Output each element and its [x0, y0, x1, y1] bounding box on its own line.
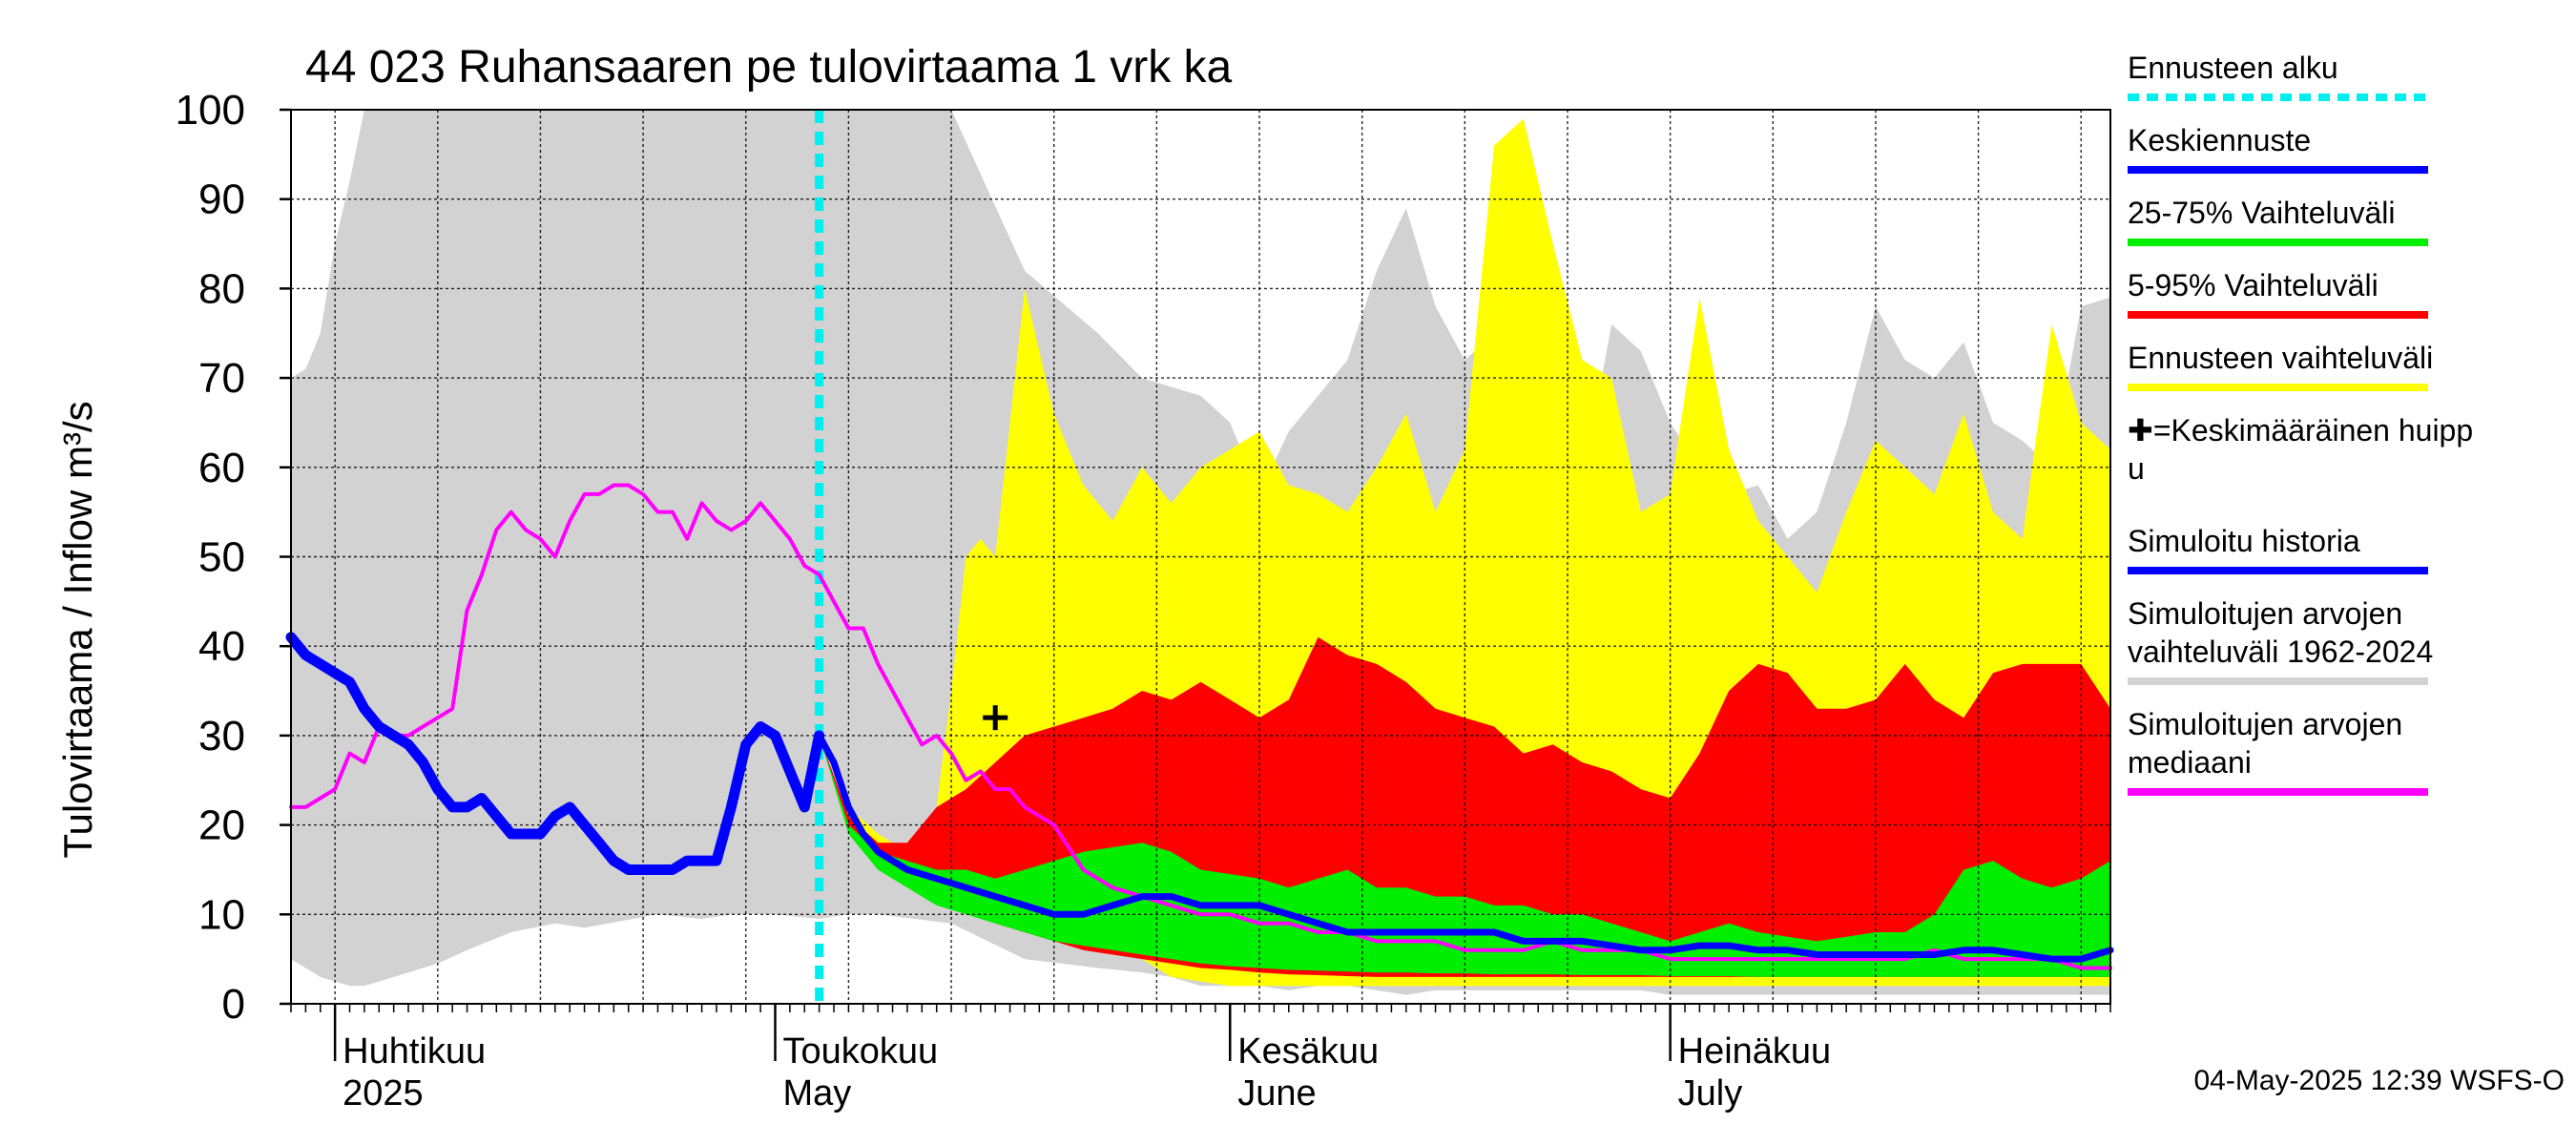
legend-label: Ennusteen alku [2128, 51, 2338, 85]
legend-label: vaihteluväli 1962-2024 [2128, 635, 2433, 669]
y-axis-label: Tulovirtaama / Inflow m³/s [55, 401, 100, 858]
y-tick-label: 0 [222, 981, 245, 1028]
x-month-sublabel: July [1678, 1073, 1743, 1114]
legend-label: Simuloitu historia [2128, 524, 2360, 558]
line-simuloitujen-arvojen-mediaani [289, 483, 2112, 970]
y-tick-label: 100 [176, 87, 245, 134]
x-month-sublabel: June [1237, 1073, 1316, 1114]
band-25-75-vaihteluvali [819, 735, 2110, 977]
legend-label: 25-75% Vaihteluväli [2128, 196, 2395, 230]
y-tick-label: 80 [198, 265, 245, 312]
x-month-sublabel: May [783, 1073, 852, 1114]
line-keskiennuste [816, 732, 2114, 963]
y-tick-label: 40 [198, 623, 245, 670]
x-month-label: Kesäkuu [1237, 1031, 1379, 1072]
y-tick-label: 30 [198, 713, 245, 760]
legend-label: Simuloitujen arvojen [2128, 596, 2402, 631]
y-tick-label: 20 [198, 802, 245, 849]
x-month-label: Heinäkuu [1678, 1031, 1832, 1072]
legend-label: ✚=Keskimääräinen huipp [2128, 413, 2473, 448]
legend: Ennusteen alku Keskiennuste 25-75% Vaihtel… [2128, 51, 2473, 796]
bands-layer [291, 110, 2110, 995]
lines-layer [285, 110, 2114, 1004]
chart-title: 44 023 Ruhansaaren pe tulovirtaama 1 vrk… [305, 42, 1233, 93]
legend-label: mediaani [2128, 745, 2252, 780]
timestamp-footer: 04-May-2025 12:39 WSFS-O [2194, 1065, 2566, 1096]
line-simuloitu-historia [285, 632, 825, 875]
y-tick-label: 50 [198, 534, 245, 581]
grid-layer [291, 110, 2110, 1004]
legend-label: Simuloitujen arvojen [2128, 707, 2402, 741]
legend-label: Keskiennuste [2128, 123, 2311, 157]
x-month-sublabel: 2025 [343, 1073, 424, 1114]
y-tick-label: 10 [198, 891, 245, 938]
legend-label: Ennusteen vaihteluväli [2128, 341, 2433, 375]
x-month-label: Toukokuu [783, 1031, 939, 1072]
legend-label: u [2128, 451, 2145, 486]
y-tick-label: 90 [198, 177, 245, 223]
legend-label: 5-95% Vaihteluväli [2128, 268, 2379, 302]
x-month-label: Huhtikuu [343, 1031, 486, 1072]
y-tick-label: 60 [198, 445, 245, 491]
y-tick-label: 70 [198, 355, 245, 402]
